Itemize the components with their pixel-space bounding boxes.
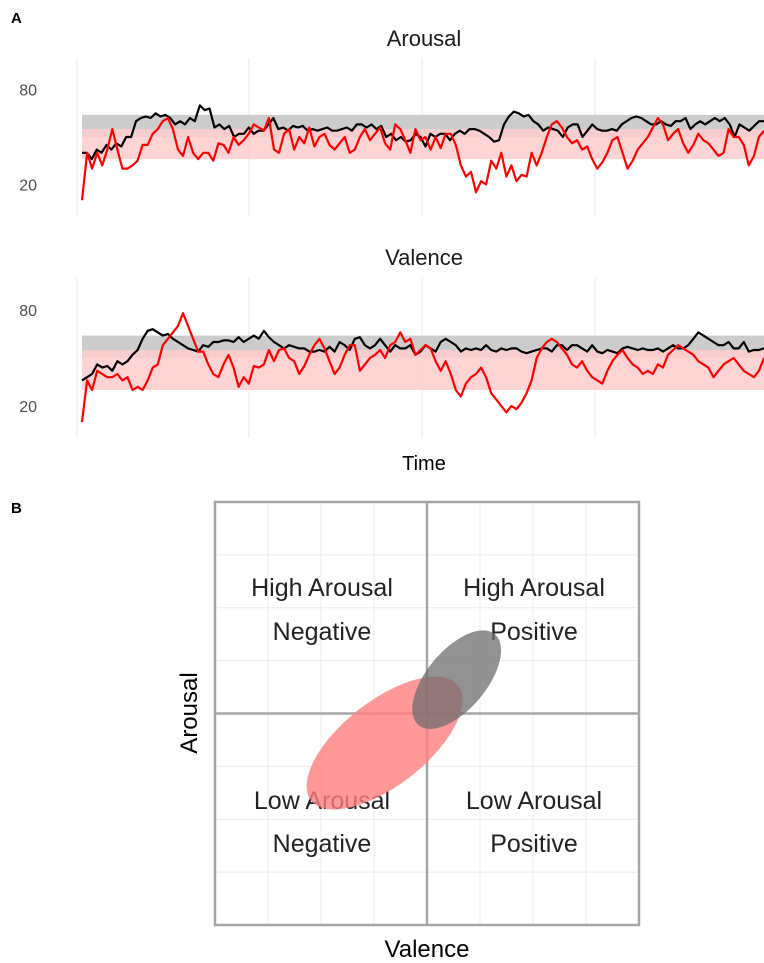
arousal-y-tick-label-0: 20 <box>19 177 37 194</box>
circumplex-ellipse-1 <box>412 630 502 729</box>
valence-y-tick-label-1: 80 <box>19 303 37 320</box>
quadrant-lp-line1: Low Arousal <box>466 787 602 815</box>
circumplex-x-label: Valence <box>385 936 470 963</box>
quadrant-hn-line2: Negative <box>273 618 372 646</box>
time-axis-label: Time <box>402 453 446 475</box>
circumplex-y-label: Arousal <box>176 672 203 753</box>
quadrant-ln-line2: Negative <box>273 830 372 858</box>
circumplex-panel: High Arousal Negative High Arousal Posit… <box>176 500 641 963</box>
valence-panel-title: Valence <box>385 245 463 270</box>
valence-series-1-line <box>80 312 764 423</box>
valence-band-1 <box>82 350 764 390</box>
quadrant-lp-line2: Positive <box>490 830 578 858</box>
valence-series-lines <box>80 312 764 423</box>
quadrant-hn-line1: High Arousal <box>251 574 393 602</box>
arousal-series-lines <box>80 104 764 201</box>
circumplex-ellipses <box>306 630 502 810</box>
panel-label-b: B <box>11 500 22 517</box>
arousal-series-0-line <box>82 104 764 161</box>
valence-y-tick-label-0: 20 <box>19 399 37 416</box>
quadrant-hp-line2: Positive <box>490 618 578 646</box>
arousal-y-tick-label-1: 80 <box>19 83 37 100</box>
arousal-series-1-line <box>80 116 764 201</box>
valence-bands <box>82 335 764 390</box>
panel-label-a: A <box>11 10 22 27</box>
arousal-panel-title: Arousal <box>387 26 462 51</box>
quadrant-hp-line1: High Arousal <box>463 574 605 602</box>
